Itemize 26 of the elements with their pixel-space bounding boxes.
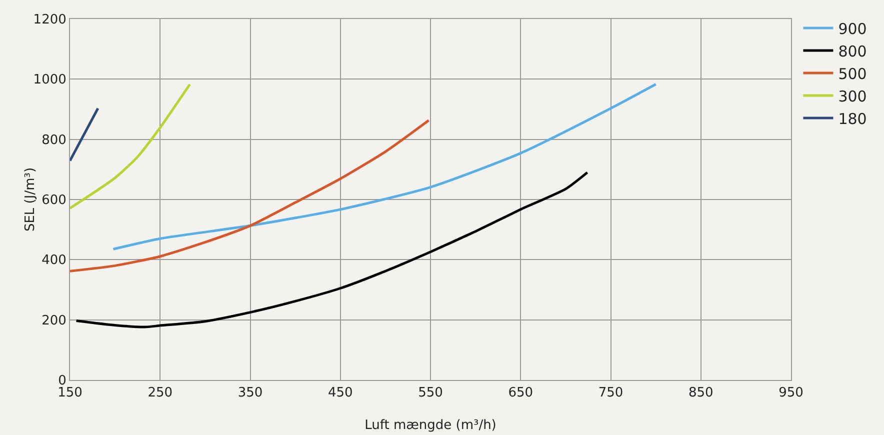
line-series [112, 83, 658, 250]
x-tick-label: 550 [418, 386, 443, 401]
y-tick-label: 800 [42, 132, 66, 148]
x-tick-label: 950 [778, 386, 804, 401]
line-series [70, 83, 192, 210]
y-tick-label: 1000 [33, 72, 66, 88]
x-tick-label: 350 [238, 386, 263, 401]
legend-label: 900 [838, 20, 867, 38]
legend-label: 800 [838, 42, 867, 60]
y-tick-label: 400 [42, 253, 66, 268]
legend-label: 180 [838, 110, 867, 128]
y-tick-label: 200 [42, 313, 66, 328]
legend-label: 500 [838, 64, 867, 83]
x-tick-label: 250 [148, 386, 173, 401]
x-tick-label: 650 [508, 386, 534, 401]
line-series [75, 171, 589, 328]
y-axis-title: SEL (J/m³) [23, 167, 38, 232]
x-tick-label: 850 [688, 386, 714, 401]
x-axis-title: Luft mængde (m³/h) [364, 418, 496, 433]
x-tick-label: 150 [58, 386, 82, 401]
x-tick-label: 750 [598, 386, 624, 401]
legend-label: 300 [838, 87, 867, 106]
y-tick-label: 1200 [33, 12, 66, 28]
y-tick-label: 600 [42, 193, 66, 208]
x-tick-label: 450 [328, 386, 353, 401]
line-series [70, 119, 430, 272]
